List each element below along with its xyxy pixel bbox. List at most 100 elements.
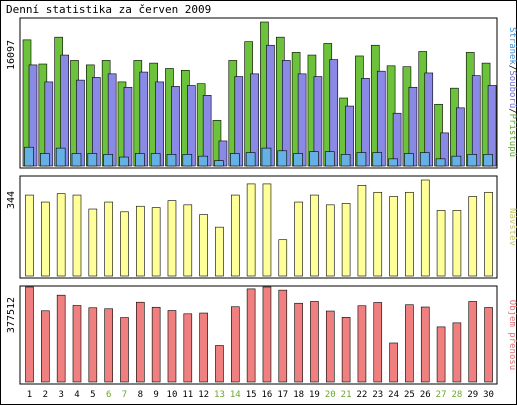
legend-part: Stránek: [507, 27, 517, 66]
x-tick-label-12: 12: [198, 390, 209, 400]
bar-Návštěv-6: [104, 201, 113, 277]
bar-Stránek-24: [388, 158, 398, 167]
bar-Stránek-2: [40, 153, 50, 167]
bar-Objem přenosu-1: [25, 286, 34, 383]
bar-Objem přenosu-7: [120, 317, 129, 383]
x-tick-label-4: 4: [74, 390, 79, 400]
x-tick-label-25: 25: [404, 390, 415, 400]
bar-Souborů-30: [487, 85, 497, 167]
bar-Stránek-30: [483, 154, 493, 167]
bar-Návštěv-7: [120, 211, 129, 277]
bar-Stránek-6: [103, 154, 113, 167]
bar-Objem přenosu-25: [405, 304, 414, 383]
bar-Souborů-23: [376, 70, 386, 167]
bar-Návštěv-4: [72, 194, 82, 277]
bar-Souborů-17: [281, 60, 291, 167]
bar-Stránek-20: [324, 151, 335, 167]
bar-Stránek-28: [451, 155, 462, 167]
panel-frame-bottom: [19, 285, 498, 385]
x-tick-label-20: 20: [325, 390, 336, 400]
bar-Návštěv-25: [405, 191, 414, 277]
bar-Návštěv-18: [294, 201, 303, 277]
bar-Návštěv-14: [230, 194, 240, 277]
bar-Objem přenosu-27: [436, 326, 446, 383]
bar-Návštěv-29: [468, 196, 478, 277]
x-tick-label-30: 30: [483, 390, 494, 400]
bar-Objem přenosu-29: [468, 301, 478, 383]
bar-Návštěv-3: [56, 193, 66, 277]
bar-Návštěv-13: [215, 226, 224, 277]
bar-Souborů-26: [424, 72, 434, 167]
x-tick-label-17: 17: [277, 390, 288, 400]
x-tick-label-29: 29: [467, 390, 478, 400]
x-tick-label-7: 7: [122, 390, 127, 400]
bar-Návštěv-21: [341, 203, 351, 277]
bar-Stránek-21: [340, 154, 351, 167]
bar-Stránek-15: [245, 152, 256, 167]
bar-Objem přenosu-11: [183, 313, 193, 383]
bar-Objem přenosu-3: [56, 294, 66, 383]
chart-title: Denní statistika za červen 2009: [6, 3, 211, 16]
bar-Souborů-18: [297, 73, 307, 167]
bar-Objem přenosu-8: [136, 301, 145, 383]
legend-part: /: [507, 65, 517, 70]
x-tick-label-26: 26: [420, 390, 431, 400]
x-tick-label-15: 15: [246, 390, 257, 400]
legend-part: Souborů: [507, 70, 517, 108]
y-max-label-bottom: 377512: [6, 297, 17, 333]
x-tick-label-2: 2: [43, 390, 48, 400]
x-tick-label-24: 24: [388, 390, 399, 400]
bar-Souborů-24: [392, 112, 402, 167]
bar-Stránek-27: [435, 158, 446, 167]
side-legend-middle: Návštěv: [507, 208, 517, 246]
bar-Návštěv-5: [88, 208, 98, 277]
bar-Objem přenosu-26: [420, 306, 430, 383]
bar-Návštěv-19: [310, 194, 319, 277]
bar-Návštěv-27: [436, 210, 446, 277]
bar-Objem přenosu-4: [72, 305, 82, 383]
bar-Objem přenosu-18: [294, 302, 303, 383]
bar-Návštěv-30: [484, 191, 493, 277]
bar-Objem přenosu-6: [104, 308, 113, 383]
bar-Objem přenosu-30: [484, 307, 493, 383]
bar-Objem přenosu-2: [41, 310, 50, 383]
bar-Stránek-29: [467, 154, 478, 167]
bar-Návštěv-1: [25, 194, 34, 277]
bar-Souborů-4: [76, 79, 85, 167]
bar-Návštěv-8: [136, 205, 145, 277]
x-tick-label-6: 6: [106, 390, 111, 400]
x-tick-label-8: 8: [138, 390, 143, 400]
bar-Stránek-22: [356, 152, 367, 167]
x-tick-label-3: 3: [58, 390, 63, 400]
bar-Návštěv-9: [151, 207, 161, 277]
y-max-label-middle: 344: [6, 191, 17, 209]
panel-frame-middle: [19, 175, 498, 279]
bar-Souborů-5: [92, 77, 101, 167]
bar-Objem přenosu-22: [357, 305, 367, 383]
bar-Souborů-8: [139, 71, 149, 167]
bar-Stránek-13: [214, 160, 224, 167]
side-legend-top: Stránek/Souborů/Přístupů: [507, 27, 517, 157]
bar-Souborů-10: [171, 86, 180, 167]
bar-Návštěv-20: [325, 204, 335, 277]
x-tick-label-18: 18: [293, 390, 304, 400]
bar-Stránek-19: [309, 151, 319, 167]
bar-Stránek-9: [150, 153, 161, 167]
bar-Stránek-8: [135, 153, 145, 167]
bar-Návštěv-12: [199, 214, 208, 277]
bar-Návštěv-24: [389, 196, 398, 277]
x-tick-label-14: 14: [230, 390, 241, 400]
bar-Objem přenosu-9: [151, 306, 161, 383]
x-tick-label-16: 16: [262, 390, 273, 400]
bar-Objem přenosu-21: [341, 317, 351, 383]
bar-Návštěv-22: [357, 185, 367, 277]
bar-Objem přenosu-12: [199, 312, 208, 383]
legend-part: /: [507, 108, 517, 113]
side-legend-bottom: Objem přenosu: [507, 300, 517, 370]
bar-Návštěv-16: [262, 183, 272, 277]
x-tick-label-19: 19: [309, 390, 320, 400]
bar-Objem přenosu-24: [389, 342, 398, 383]
x-tick-label-28: 28: [451, 390, 462, 400]
bar-Stránek-14: [229, 153, 240, 167]
bar-Návštěv-10: [167, 200, 177, 277]
